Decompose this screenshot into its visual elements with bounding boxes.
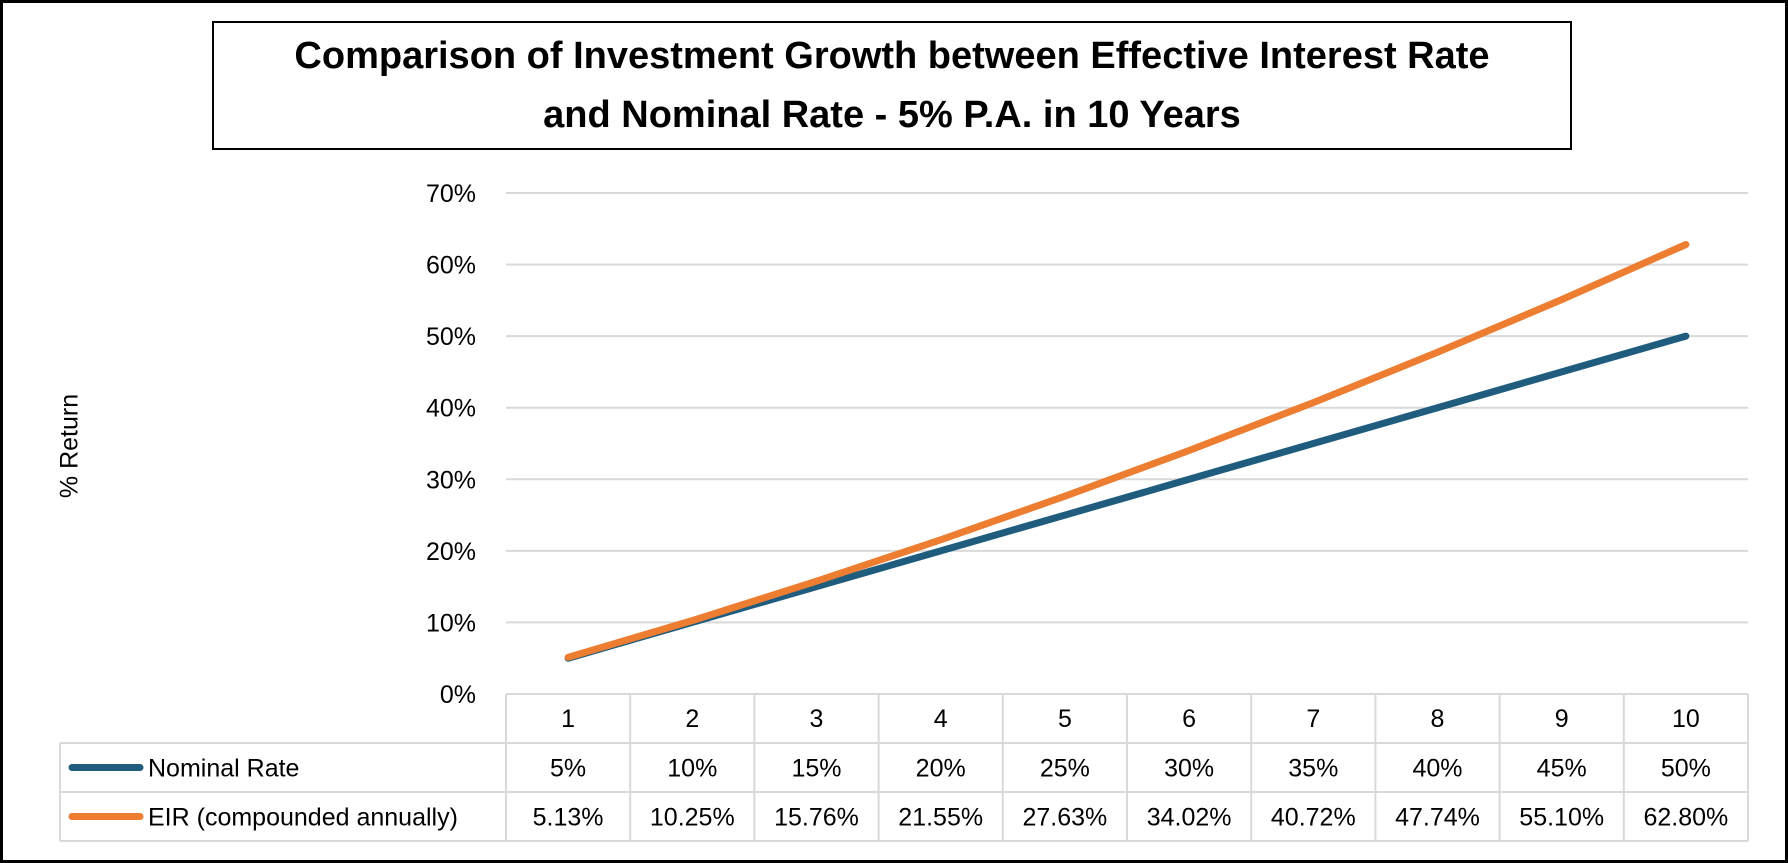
- data-table-cell: 15.76%: [774, 804, 859, 832]
- data-table-cell: 34.02%: [1147, 804, 1232, 832]
- data-table-cell: 5%: [550, 755, 586, 783]
- y-tick-label: 70%: [426, 180, 476, 208]
- data-table-cell: 15%: [791, 755, 841, 783]
- x-tick-label: 1: [561, 705, 575, 733]
- x-tick-label: 10: [1672, 705, 1700, 733]
- chart-title-box: Comparison of Investment Growth between …: [212, 21, 1572, 150]
- y-tick-label: 30%: [426, 466, 476, 494]
- data-table-cell: 35%: [1288, 755, 1338, 783]
- data-table-cell: 62.80%: [1644, 804, 1729, 832]
- data-table-cell: 5.13%: [533, 804, 604, 832]
- data-table-cell: 27.63%: [1023, 804, 1108, 832]
- data-table-cell: 40.72%: [1271, 804, 1356, 832]
- y-tick-label: 40%: [426, 395, 476, 423]
- y-tick-label: 20%: [426, 538, 476, 566]
- legend-label: EIR (compounded annually): [148, 804, 458, 832]
- y-tick-label: 50%: [426, 323, 476, 351]
- legend-label: Nominal Rate: [148, 755, 299, 783]
- y-tick-label: 60%: [426, 252, 476, 280]
- data-table-cell: 47.74%: [1395, 804, 1480, 832]
- chart-title: Comparison of Investment Growth between …: [294, 34, 1490, 136]
- data-table-cell: 30%: [1164, 755, 1214, 783]
- x-tick-label: 2: [685, 705, 699, 733]
- data-table-cell: 10.25%: [650, 804, 735, 832]
- data-table-cell: 10%: [667, 755, 717, 783]
- x-tick-label: 3: [810, 705, 824, 733]
- data-table-cell: 45%: [1537, 755, 1587, 783]
- data-table-cell: 40%: [1412, 755, 1462, 783]
- series-line: [564, 241, 1690, 661]
- data-table-cell: 20%: [916, 755, 966, 783]
- data-table-cell: 55.10%: [1519, 804, 1604, 832]
- x-tick-label: 9: [1555, 705, 1569, 733]
- x-tick-label: 4: [934, 705, 948, 733]
- data-table-cell: 50%: [1661, 755, 1711, 783]
- x-tick-label: 6: [1182, 705, 1196, 733]
- data-table-cell: 21.55%: [898, 804, 983, 832]
- x-tick-label: 8: [1431, 705, 1445, 733]
- data-table-cell: 25%: [1040, 755, 1090, 783]
- y-tick-label: 10%: [426, 609, 476, 637]
- x-tick-label: 5: [1058, 705, 1072, 733]
- y-tick-label: 0%: [440, 681, 476, 709]
- x-tick-label: 7: [1306, 705, 1320, 733]
